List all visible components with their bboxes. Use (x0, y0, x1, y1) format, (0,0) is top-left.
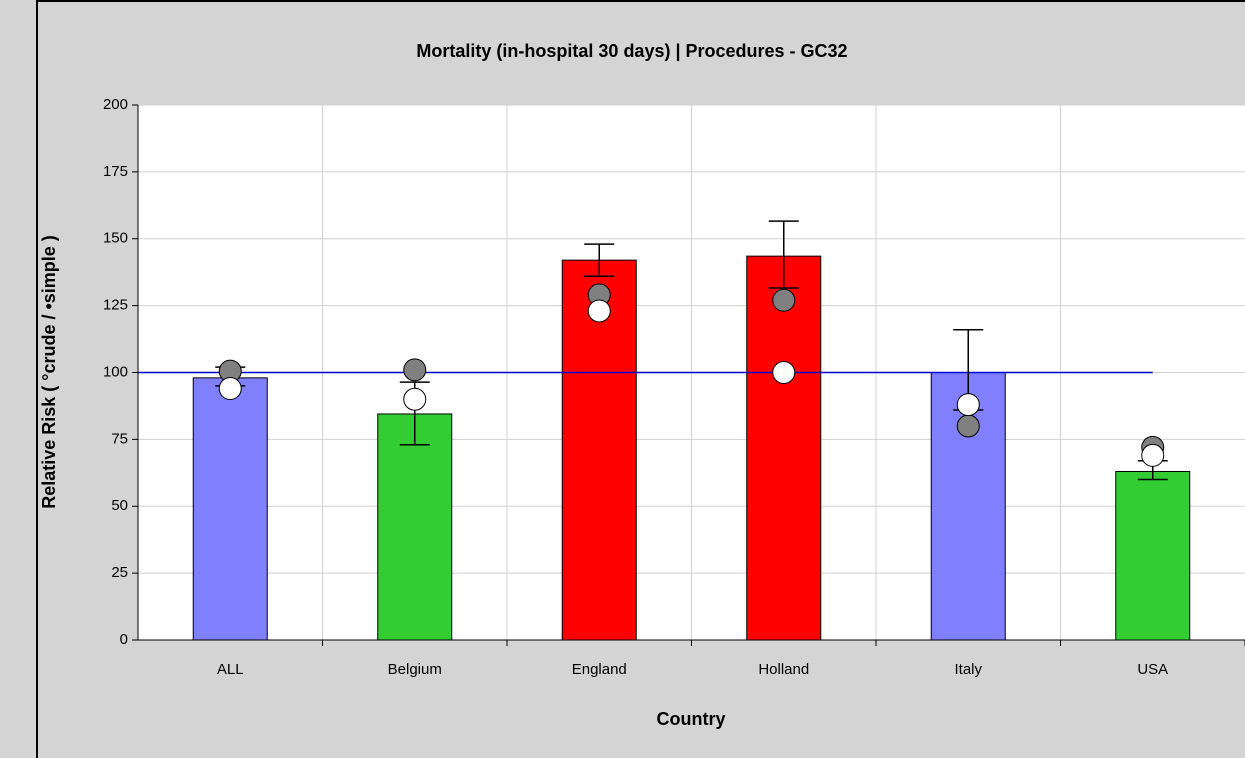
bar (746, 255, 822, 641)
y-tick-label: 125 (103, 297, 128, 314)
y-tick-label: 200 (103, 96, 128, 113)
y-axis-title: Relative Risk ( °crude / •simple ) (39, 235, 59, 509)
chart-title: Mortality (in-hospital 30 days) | Proced… (416, 41, 847, 61)
y-tick-label: 25 (111, 564, 128, 581)
crude-marker (403, 387, 427, 411)
error-bar (768, 220, 799, 289)
crude-marker (587, 299, 611, 323)
bar (561, 259, 637, 641)
x-tick-label: Holland (758, 661, 809, 678)
crude-marker (1141, 443, 1165, 467)
x-tick-label: England (572, 661, 627, 678)
x-tick-label: ALL (217, 661, 244, 678)
bar (1115, 470, 1191, 641)
y-tick-label: 75 (111, 430, 128, 447)
x-tick-label: USA (1137, 661, 1168, 678)
x-tick-label: Italy (954, 661, 982, 678)
simple-marker (403, 358, 427, 382)
error-bar (584, 243, 615, 277)
simple-marker (772, 288, 796, 312)
crude-marker (956, 393, 980, 417)
y-tick-label: 0 (120, 631, 128, 648)
crude-marker (772, 361, 796, 384)
x-tick-label: Belgium (388, 661, 442, 678)
y-tick-label: 150 (103, 230, 128, 247)
simple-marker (956, 414, 980, 438)
y-tick-label: 100 (103, 363, 128, 380)
y-tick-label: 175 (103, 163, 128, 180)
y-tick-label: 50 (111, 497, 128, 514)
x-axis-title: Country (657, 709, 726, 729)
crude-marker (218, 377, 242, 401)
bar (192, 377, 268, 641)
bar (377, 413, 453, 641)
